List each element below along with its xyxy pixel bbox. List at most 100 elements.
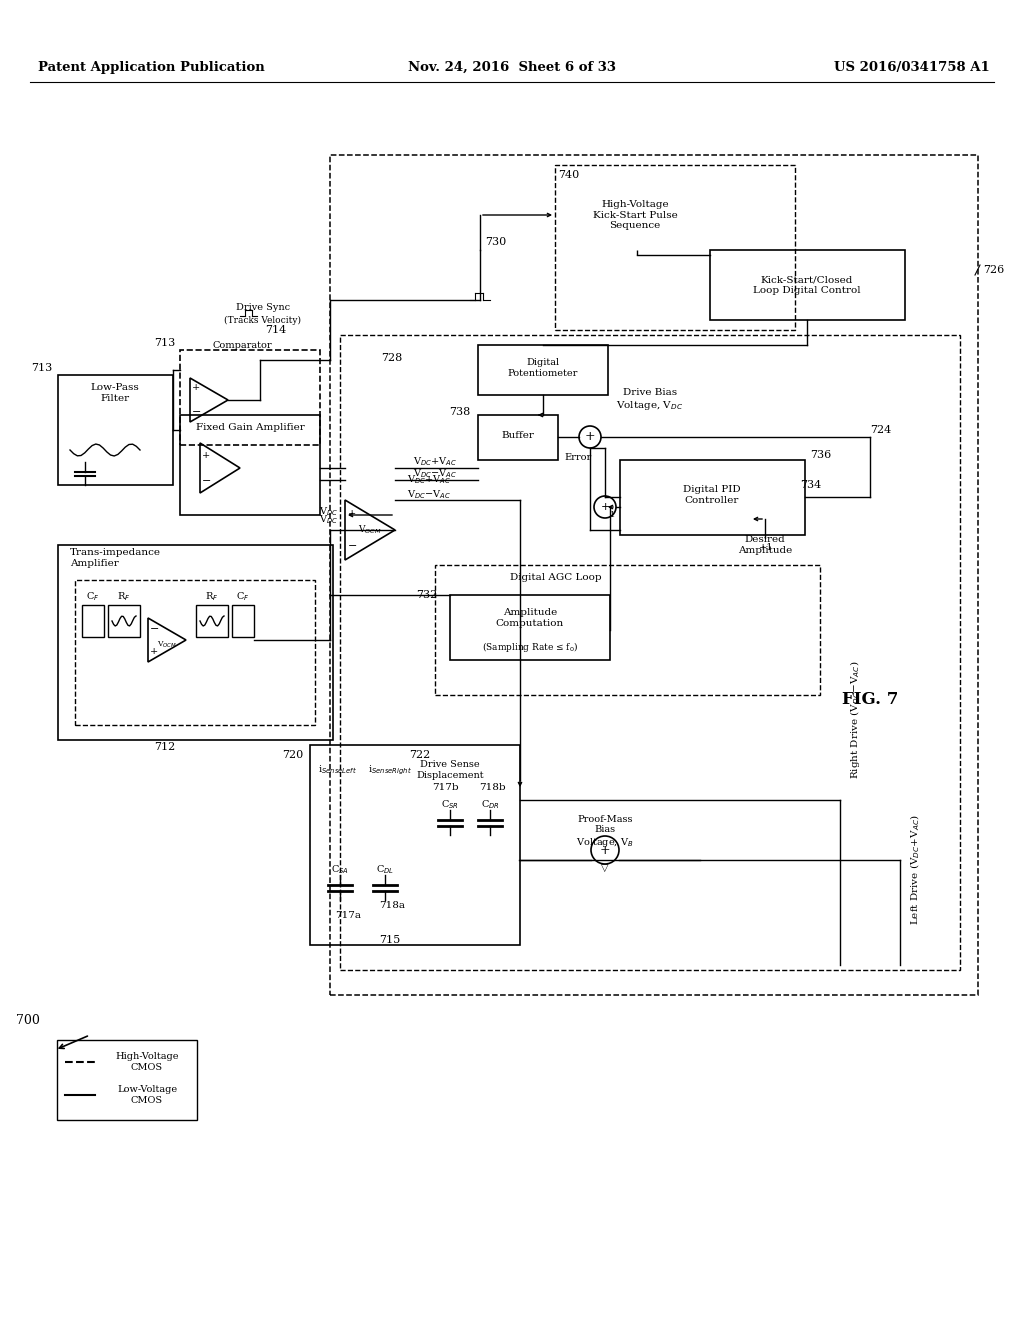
Text: V$_{OCM}$: V$_{OCM}$: [157, 640, 177, 651]
Text: Right Drive (V$_{DC}$−V$_{AC}$): Right Drive (V$_{DC}$−V$_{AC}$): [848, 661, 862, 779]
Text: C$_F$: C$_F$: [86, 590, 99, 603]
Text: 740: 740: [558, 170, 580, 180]
Text: Drive Sense
Displacement: Drive Sense Displacement: [416, 760, 483, 780]
Bar: [58, 545, 333, 741]
Text: 713: 713: [154, 338, 175, 348]
Text: High-Voltage
Kick-Start Pulse
Sequence: High-Voltage Kick-Start Pulse Sequence: [593, 201, 677, 230]
Bar: [232, 605, 254, 638]
Bar: [82, 605, 104, 638]
Text: 718a: 718a: [379, 900, 406, 909]
Text: Error: Error: [565, 454, 592, 462]
Bar: [478, 414, 558, 459]
Bar: [58, 375, 173, 484]
Text: +: +: [600, 843, 610, 857]
Text: FIG. 7: FIG. 7: [842, 692, 898, 709]
Text: +: +: [585, 430, 595, 444]
Text: 726: 726: [983, 265, 1005, 275]
Bar: [196, 605, 228, 638]
Text: C$_{SA}$: C$_{SA}$: [331, 863, 349, 876]
Bar: [180, 350, 319, 445]
Text: 736: 736: [810, 450, 831, 459]
Text: i$_{Sense Left}$: i$_{Sense Left}$: [318, 763, 357, 776]
Text: C$_{SR}$: C$_{SR}$: [441, 799, 459, 812]
Bar: [435, 565, 820, 696]
Text: V$_{DC}$−V$_{AC}$: V$_{DC}$−V$_{AC}$: [413, 467, 457, 480]
Text: C$_F$: C$_F$: [237, 590, 250, 603]
Text: 718b: 718b: [478, 783, 505, 792]
Text: 730: 730: [485, 238, 506, 247]
Text: 700: 700: [16, 1014, 40, 1027]
Text: 715: 715: [379, 935, 400, 945]
Text: i$_{Sense Right}$: i$_{Sense Right}$: [368, 763, 412, 776]
Text: Fixed Gain Amplifier: Fixed Gain Amplifier: [196, 422, 304, 432]
Text: R$_F$: R$_F$: [118, 590, 131, 603]
Text: −: −: [202, 477, 211, 486]
Bar: [478, 345, 608, 395]
Text: 732: 732: [416, 590, 437, 601]
Bar: [330, 154, 978, 995]
Text: Trans-impedance
Amplifier: Trans-impedance Amplifier: [70, 548, 161, 568]
Text: V$_{DC}$+V$_{AC}$: V$_{DC}$+V$_{AC}$: [413, 455, 457, 469]
Text: Nov. 24, 2016  Sheet 6 of 33: Nov. 24, 2016 Sheet 6 of 33: [408, 61, 616, 74]
Text: R$_F$: R$_F$: [205, 590, 219, 603]
Text: Buffer: Buffer: [502, 432, 535, 441]
Text: Digital AGC Loop: Digital AGC Loop: [510, 573, 602, 582]
Bar: [75, 579, 315, 725]
Bar: [620, 459, 805, 535]
Text: Amplitude
Computation: Amplitude Computation: [496, 609, 564, 628]
Text: −: −: [348, 541, 357, 550]
Bar: [108, 605, 140, 638]
Text: Drive Bias
Voltage, V$_{DC}$: Drive Bias Voltage, V$_{DC}$: [616, 388, 684, 412]
Text: (Tracks Velocity): (Tracks Velocity): [224, 315, 301, 325]
Text: C$_{DR}$: C$_{DR}$: [480, 799, 500, 812]
Text: V$_{OCM}$: V$_{OCM}$: [358, 524, 382, 536]
Text: Low-Pass
Filter: Low-Pass Filter: [91, 383, 139, 403]
Text: +: +: [348, 510, 356, 519]
Text: Patent Application Publication: Patent Application Publication: [38, 61, 265, 74]
Bar: [57, 1040, 197, 1119]
Text: 720: 720: [282, 750, 303, 760]
Text: V$_{DC}$: V$_{DC}$: [318, 513, 338, 527]
Text: Proof-Mass
Bias
Voltage, V$_B$: Proof-Mass Bias Voltage, V$_B$: [577, 814, 634, 849]
Text: −: −: [150, 624, 160, 634]
Text: V$_{DC}$+V$_{AC}$: V$_{DC}$+V$_{AC}$: [407, 474, 452, 486]
Text: +1: +1: [759, 543, 773, 552]
Text: C$_{DL}$: C$_{DL}$: [376, 863, 394, 876]
Text: 734: 734: [800, 480, 821, 490]
Text: −: −: [193, 407, 202, 417]
Text: +: +: [150, 647, 159, 656]
Text: High-Voltage
CMOS: High-Voltage CMOS: [116, 1052, 179, 1072]
Text: 724: 724: [870, 425, 891, 436]
Text: 713: 713: [31, 363, 52, 374]
Text: Low-Voltage
CMOS: Low-Voltage CMOS: [117, 1085, 177, 1105]
Text: ▽: ▽: [601, 863, 608, 873]
Text: V$_{DC}$−V$_{AC}$: V$_{DC}$−V$_{AC}$: [407, 488, 452, 502]
Text: 722: 722: [409, 750, 430, 760]
Text: 728: 728: [381, 352, 402, 363]
Text: Digital
Potentiometer: Digital Potentiometer: [508, 358, 579, 378]
Text: 1: 1: [610, 511, 615, 519]
Bar: [340, 335, 961, 970]
Text: +: +: [193, 384, 201, 392]
Bar: [180, 414, 319, 515]
Bar: [310, 744, 520, 945]
Text: Comparator: Comparator: [212, 341, 271, 350]
Text: Desired
Amplitude: Desired Amplitude: [738, 536, 793, 554]
Text: Drive Sync: Drive Sync: [236, 304, 290, 313]
Text: 717a: 717a: [335, 911, 361, 920]
Text: Kick-Start/Closed
Loop Digital Control: Kick-Start/Closed Loop Digital Control: [754, 276, 861, 294]
Text: US 2016/0341758 A1: US 2016/0341758 A1: [835, 61, 990, 74]
Text: 712: 712: [154, 742, 175, 752]
Text: 717b: 717b: [432, 783, 459, 792]
Text: 738: 738: [449, 407, 470, 417]
Text: Digital PID
Controller: Digital PID Controller: [683, 486, 740, 504]
Text: +: +: [202, 450, 210, 459]
Text: V$_{DC}$: V$_{DC}$: [318, 506, 338, 519]
Text: (Sampling Rate ≤ f$_0$): (Sampling Rate ≤ f$_0$): [482, 640, 579, 653]
Text: +: +: [600, 502, 609, 512]
Text: Left Drive (V$_{DC}$+V$_{AC}$): Left Drive (V$_{DC}$+V$_{AC}$): [908, 814, 922, 925]
Text: 714: 714: [265, 325, 287, 335]
Bar: [710, 249, 905, 319]
Bar: [555, 165, 795, 330]
Bar: [450, 595, 610, 660]
